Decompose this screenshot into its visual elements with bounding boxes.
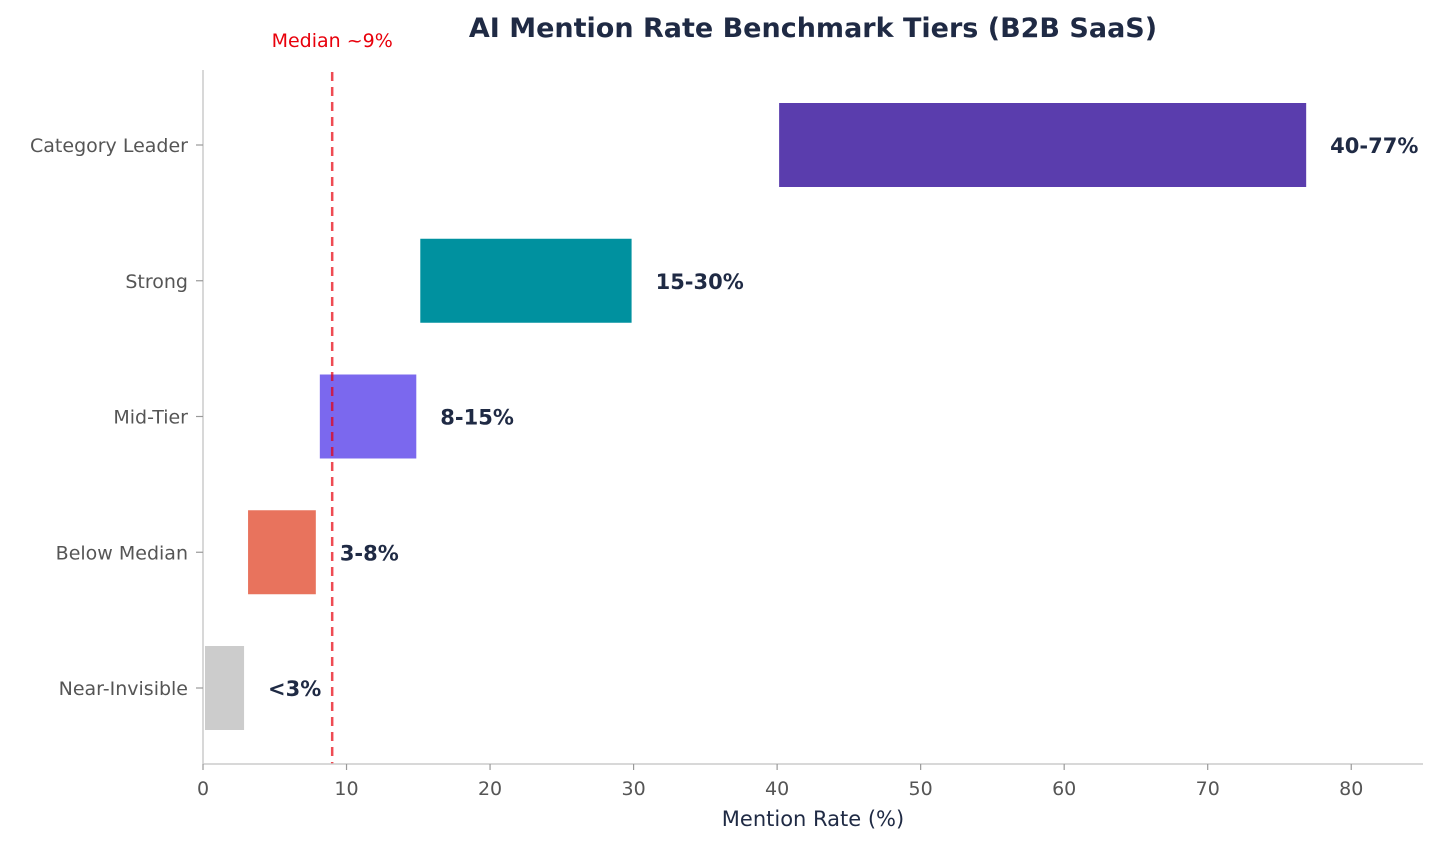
reference-line-group: Median ~9%	[272, 30, 393, 764]
x-tick-label: 0	[197, 778, 209, 800]
bar	[420, 238, 632, 323]
y-tick-label: Below Median	[56, 542, 188, 564]
data-label: 3-8%	[340, 541, 399, 565]
x-tick-label: 50	[909, 778, 933, 800]
median-reference-label: Median ~9%	[272, 30, 393, 52]
y-tick-label: Strong	[125, 271, 188, 293]
x-tick-label: 30	[621, 778, 645, 800]
data-label: 15-30%	[656, 270, 744, 294]
y-tick-label: Category Leader	[30, 135, 188, 157]
bars-group: 40-77% 15-30% 8-15% 3-8% <3%	[205, 103, 1418, 730]
bar	[319, 374, 417, 459]
x-tick-label: 60	[1052, 778, 1076, 800]
x-tick-label: 70	[1196, 778, 1220, 800]
x-axis-title: Mention Rate (%)	[722, 807, 904, 831]
data-label: 8-15%	[440, 406, 514, 430]
x-tick-label: 80	[1339, 778, 1363, 800]
chart-title: AI Mention Rate Benchmark Tiers (B2B Saa…	[469, 13, 1157, 44]
data-label: 40-77%	[1330, 134, 1418, 158]
y-tick-label: Near-Invisible	[59, 678, 188, 700]
bar	[205, 646, 245, 730]
x-tick-label: 40	[765, 778, 789, 800]
x-tick-label: 20	[478, 778, 502, 800]
x-tick-label: 10	[334, 778, 358, 800]
data-label: <3%	[268, 677, 321, 701]
axes-group: 0 10 20 30 40 50 60 70 80 Category Leader Strong Mi…	[30, 70, 1423, 800]
bar	[779, 103, 1307, 187]
bar	[248, 510, 316, 595]
y-tick-label: Mid-Tier	[113, 407, 188, 429]
